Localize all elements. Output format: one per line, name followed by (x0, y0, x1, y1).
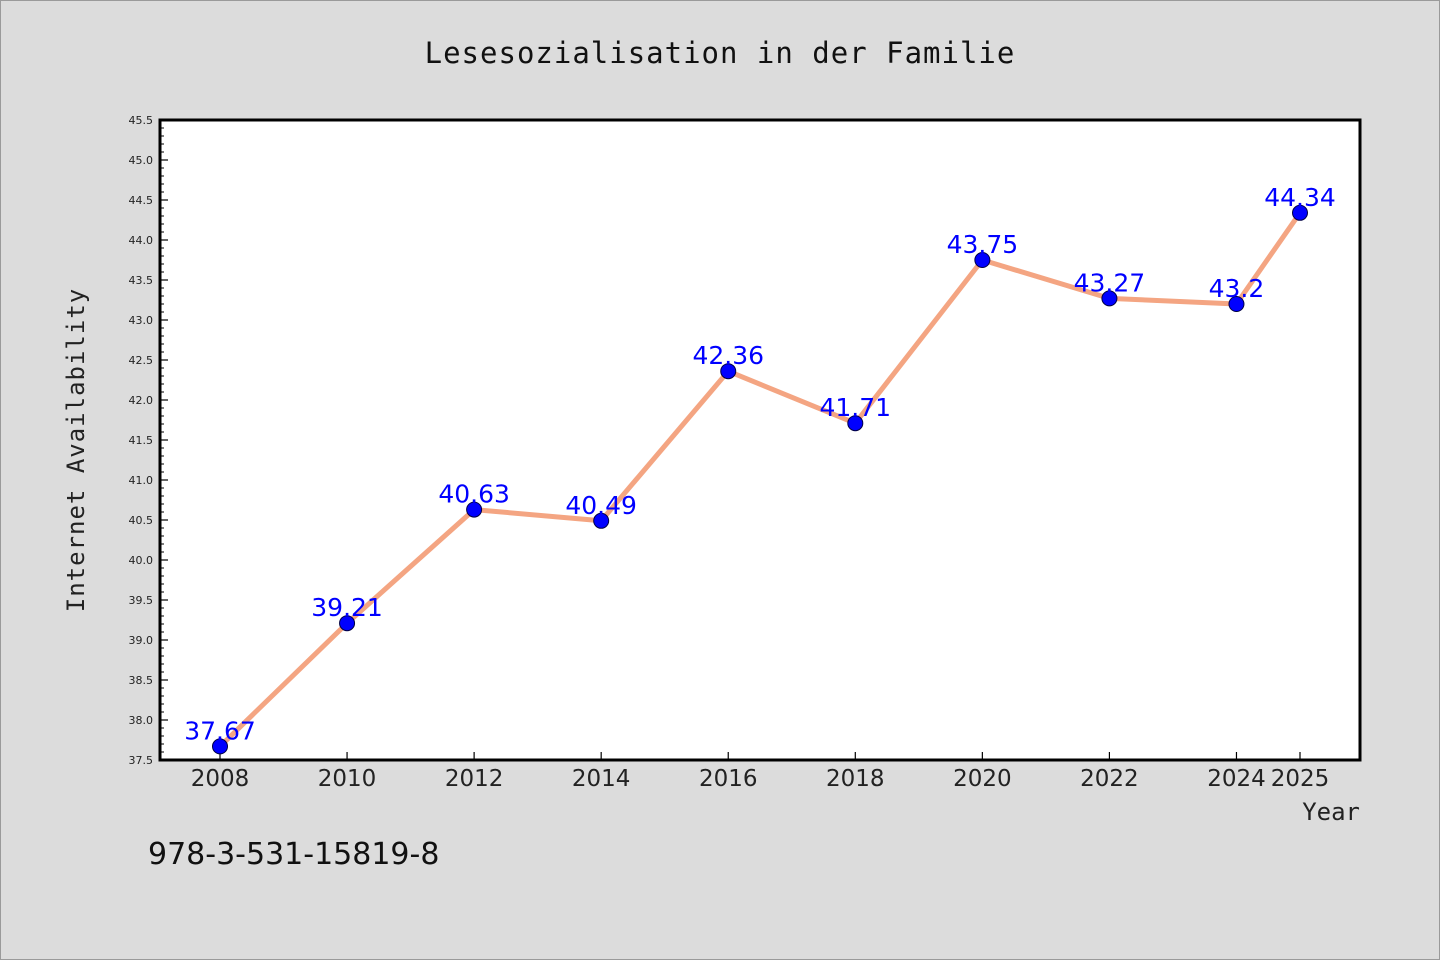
data-point (720, 363, 737, 380)
y-tick-label: 39.0 (129, 634, 154, 647)
data-point (593, 512, 610, 529)
y-tick-label: 44.0 (129, 234, 154, 247)
x-axis-label: Year (1302, 798, 1360, 826)
x-tick-label: 2012 (445, 766, 504, 792)
y-tick-label: 42.0 (129, 394, 154, 407)
data-point (974, 252, 991, 268)
data-point (847, 415, 864, 432)
y-tick-label: 42.5 (129, 354, 154, 367)
y-tick-label: 40.5 (129, 514, 154, 527)
x-axis-ticks: 2008 2010 2012 2014 2016 2018 2020 2022 2024 2025 (191, 752, 1330, 792)
x-tick-label: 2018 (826, 766, 885, 792)
y-tick-label: 43.0 (129, 314, 154, 327)
chart-title: Lesesozialisation in der Familie (425, 36, 1016, 70)
x-tick-label: 2008 (191, 766, 250, 792)
data-label: 43.27 (1074, 268, 1146, 297)
footer-isbn: 978-3-531-15819-8 (148, 837, 439, 872)
y-tick-label: 45.5 (129, 114, 154, 127)
y-tick-label: 40.0 (129, 554, 154, 567)
y-tick-label: 37.5 (129, 754, 154, 767)
data-label: 40.49 (565, 491, 637, 520)
series-layer (212, 204, 1308, 755)
data-label: 42.36 (692, 341, 764, 370)
x-tick-label: 2020 (953, 766, 1012, 792)
y-axis-ticks: 37.5 38.0 38.5 39.0 39.5 40.0 40.5 41.0 41.5 42.0… (129, 114, 168, 767)
series-line (217, 210, 1303, 749)
x-tick-label: 2024 (1207, 766, 1266, 792)
y-tick-label: 39.5 (129, 594, 154, 607)
y-tick-label: 38.0 (129, 714, 154, 727)
plot-area (158, 118, 1362, 762)
data-label: 37.67 (184, 716, 256, 745)
data-label: 43.75 (947, 230, 1019, 259)
y-tick-label: 41.5 (129, 434, 154, 447)
x-tick-label: 2010 (318, 766, 377, 792)
y-tick-label: 41.0 (129, 474, 154, 487)
data-point (339, 615, 356, 632)
y-tick-label: 38.5 (129, 674, 154, 687)
data-label: 39.21 (311, 593, 383, 622)
data-label: 44.34 (1264, 183, 1336, 212)
data-point (212, 738, 228, 755)
x-tick-label: 2022 (1080, 766, 1139, 792)
data-point (1292, 204, 1308, 221)
x-tick-label: 2025 (1271, 766, 1330, 792)
x-tick-label: 2014 (572, 766, 631, 792)
y-tick-label: 43.5 (129, 274, 154, 287)
data-point (1101, 290, 1118, 307)
data-point (1228, 296, 1245, 312)
y-tick-label: 45.0 (129, 154, 154, 167)
data-label-layer: 37.67 39.21 40.63 40.49 42.36 41.71 43.75 43.27… (184, 183, 1336, 746)
y-axis-label: Internet Availability (62, 288, 90, 612)
data-label: 43.2 (1209, 274, 1265, 303)
data-label: 41.71 (820, 393, 892, 422)
data-point (466, 501, 483, 518)
y-tick-label: 44.5 (129, 194, 154, 207)
data-label: 40.63 (438, 480, 510, 509)
x-tick-label: 2016 (699, 766, 758, 792)
